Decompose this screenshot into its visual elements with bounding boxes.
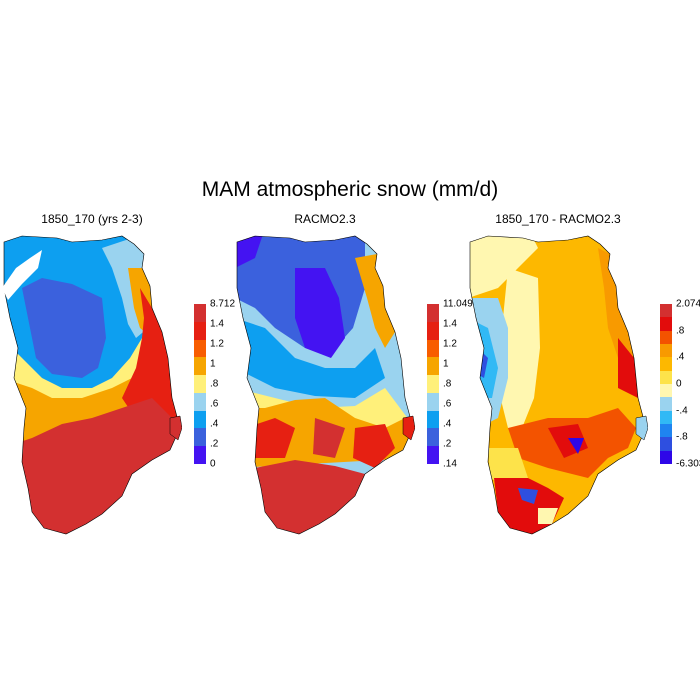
colorbar-swatch: [660, 344, 672, 358]
colorbar-tick-label: .4: [676, 351, 685, 363]
colorbar-swatch: [660, 370, 672, 385]
colorbar-swatch: [660, 410, 672, 425]
colorbar-swatch: [427, 375, 439, 394]
colorbar-swatch: [660, 304, 672, 318]
colorbar-swatch: [660, 424, 672, 438]
panel-title-1: 1850_170 (yrs 2-3): [41, 212, 143, 226]
colorbar-swatch: [427, 446, 439, 465]
colorbar-swatch: [660, 330, 672, 345]
greenland-map-1: [2, 235, 182, 535]
colorbar-swatch: [194, 375, 206, 394]
colorbar-max-label: 8.712: [210, 298, 236, 310]
colorbar-tick-label: 1: [210, 358, 216, 370]
greenland-map-3: [469, 235, 648, 535]
colorbar-swatch: [427, 428, 439, 447]
colorbar-swatch: [427, 321, 439, 341]
colorbar-swatch: [427, 357, 439, 376]
colorbar-swatch: [660, 317, 672, 332]
colorbar-2: 11.049 1.4 1.2 1 .8 .6 .4 .2 .14: [427, 299, 473, 470]
main-title: MAM atmospheric snow (mm/d): [201, 178, 499, 201]
colorbar-swatch: [660, 357, 672, 372]
colorbar-tick-label: 1.2: [210, 338, 224, 350]
colorbar-swatch: [194, 304, 206, 323]
colorbar-tick-label: 1: [443, 358, 449, 370]
colorbar-tick-label: .8: [210, 378, 219, 390]
greenland-map-2: [236, 235, 415, 535]
colorbar-swatch: [427, 410, 439, 429]
colorbar-swatch: [194, 428, 206, 447]
colorbar-tick-label: .14: [443, 458, 457, 470]
colorbar-tick-label: 0: [210, 458, 216, 470]
colorbar-tick-label: .4: [210, 418, 219, 430]
map-panel-3: 1850_170 - RACMO2.3 2.074 .8 .4 0 -.4 -.8 -6.3…: [468, 212, 700, 542]
colorbar-swatch: [194, 321, 206, 341]
colorbar-swatch: [194, 357, 206, 376]
colorbar-tick-label: .4: [443, 418, 452, 430]
colorbar-swatch: [660, 450, 672, 465]
colorbar-swatch: [427, 392, 439, 412]
panel-title-2: RACMO2.3: [294, 212, 356, 226]
colorbar-swatch: [194, 392, 206, 412]
colorbar-swatch: [194, 339, 206, 358]
colorbar-swatch: [427, 304, 439, 323]
colorbar-max-label: 11.049: [443, 298, 473, 310]
colorbar-swatch: [660, 397, 672, 412]
colorbar-tick-label: .2: [210, 438, 219, 450]
panel-title-3: 1850_170 - RACMO2.3: [495, 212, 621, 226]
colorbar-tick-label: .6: [210, 398, 219, 410]
colorbar-swatch: [194, 410, 206, 429]
colorbar-tick-label: -.4: [676, 405, 688, 417]
colorbar-1: 8.712 1.4 1.2 1 .8 .6 .4 .2 0: [194, 299, 235, 470]
colorbar-swatch: [194, 446, 206, 465]
colorbar-max-label: 2.074: [676, 298, 700, 310]
colorbar-tick-label: .6: [443, 398, 452, 410]
colorbar-swatch: [427, 339, 439, 358]
colorbar-tick-label: .8: [676, 325, 685, 337]
colorbar-tick-label: -6.303: [676, 458, 700, 470]
colorbar-tick-label: 0: [676, 378, 682, 390]
colorbar-swatch: [660, 437, 672, 452]
map-panel-1: 1850_170 (yrs 2-3) 8.712 1.4 1.2 1 .8 .6 .4 .2 0: [2, 212, 235, 542]
colorbar-swatch: [660, 384, 672, 398]
colorbar-tick-label: 1.4: [210, 318, 224, 330]
map-panel-2: RACMO2.3 11.049 1.4 1.2 1 .8 .6 .4 .2 .14: [235, 212, 473, 542]
colorbar-tick-label: .2: [443, 438, 452, 450]
colorbar-tick-label: 1.4: [443, 318, 457, 330]
colorbar-3: 2.074 .8 .4 0 -.4 -.8 -6.303: [660, 299, 700, 470]
colorbar-tick-label: -.8: [676, 431, 688, 443]
colorbar-tick-label: .8: [443, 378, 452, 390]
colorbar-tick-label: 1.2: [443, 338, 457, 350]
